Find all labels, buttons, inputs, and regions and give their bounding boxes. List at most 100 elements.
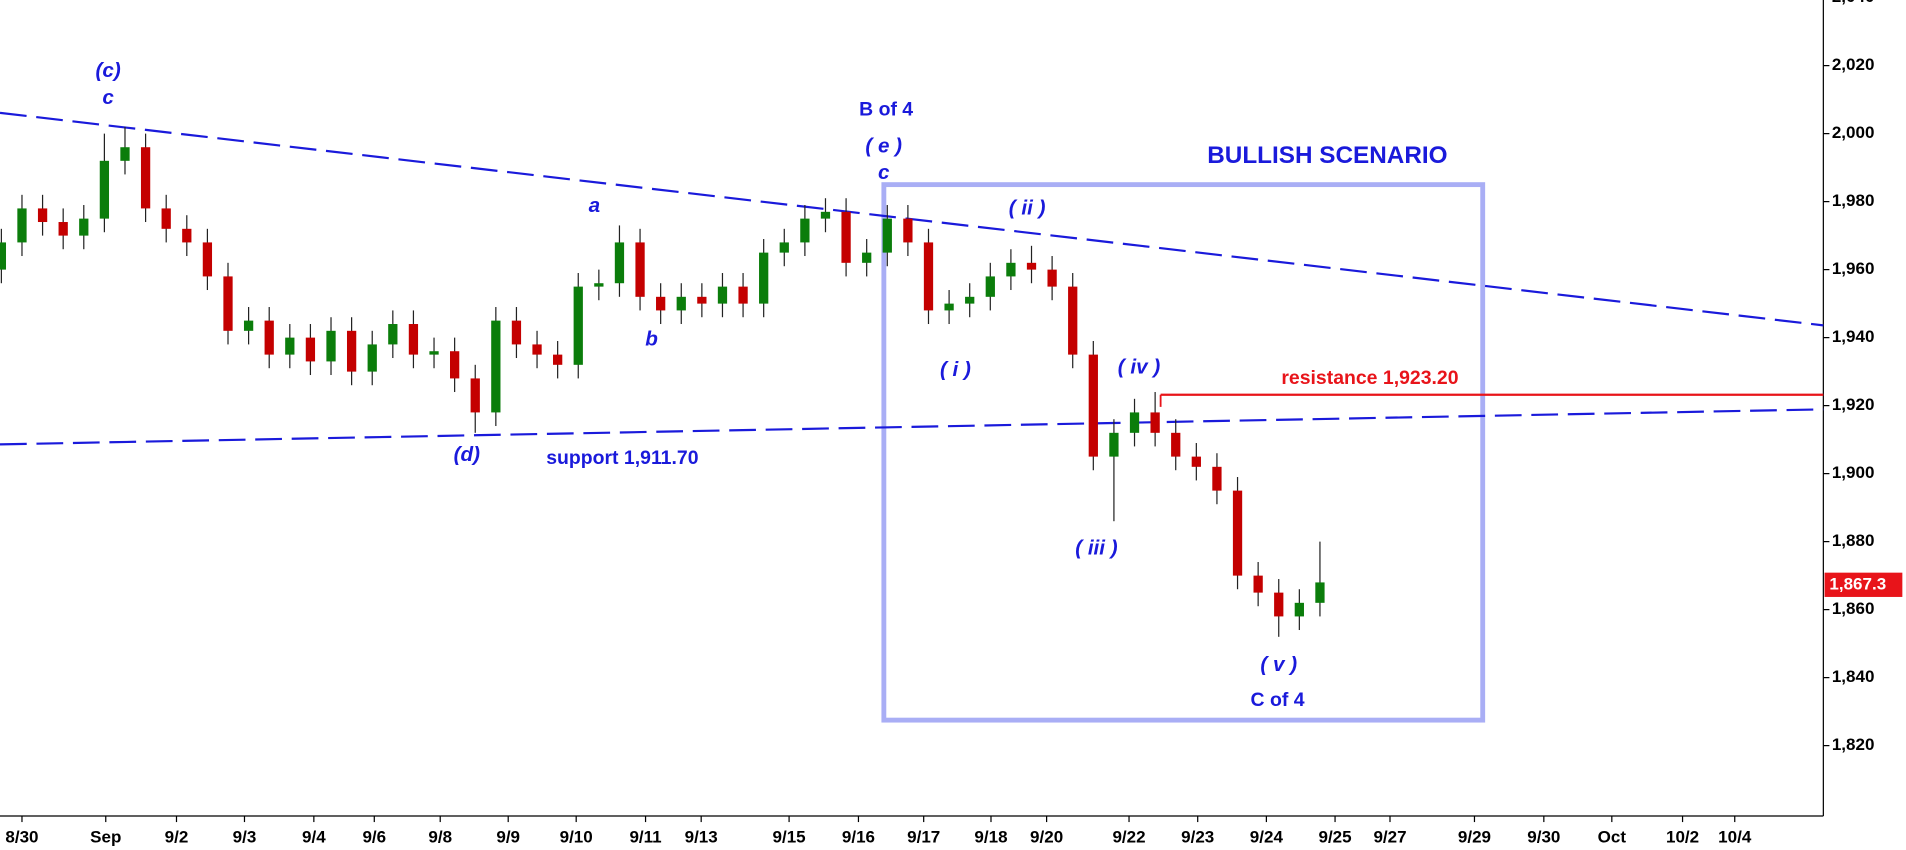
x-tick-label: 9/13	[685, 827, 718, 846]
x-tick-label: 9/4	[302, 827, 326, 846]
x-tick-label: 9/18	[974, 827, 1007, 846]
candle-body	[1109, 432, 1119, 457]
candle-body	[1026, 262, 1037, 270]
x-tick-label: 9/15	[773, 827, 806, 846]
candle-body	[697, 296, 707, 304]
candle-body	[0, 242, 7, 270]
x-tick-label: 9/6	[362, 827, 386, 846]
candle-body	[223, 276, 233, 331]
y-tick-label: 1,820	[1832, 735, 1875, 754]
scenario-label: BULLISH SCENARIO	[1207, 142, 1447, 169]
candle-body	[1171, 432, 1181, 457]
candle-body	[264, 320, 274, 355]
candle-body	[367, 344, 377, 372]
candle-body	[1068, 286, 1078, 355]
resistance-label: resistance 1,923.20	[1281, 367, 1458, 389]
candle-body	[161, 208, 171, 229]
candle-body	[491, 320, 501, 413]
y-tick-label: 1,880	[1832, 531, 1875, 550]
candle-body	[305, 337, 316, 362]
candle-body	[429, 351, 439, 355]
candle-body	[79, 218, 89, 236]
candle-body	[1294, 602, 1304, 617]
wave-label: c	[878, 161, 890, 184]
candle-body	[1315, 582, 1325, 603]
candle-body	[388, 324, 398, 345]
x-tick-label: Sep	[90, 827, 121, 846]
candle-body	[1129, 412, 1140, 433]
x-tick-label: 9/30	[1527, 827, 1560, 846]
x-tick-label: 9/3	[233, 827, 257, 846]
candle-body	[449, 351, 460, 379]
x-tick-label: 9/24	[1250, 827, 1284, 846]
candle-body	[120, 147, 130, 161]
candle-body	[326, 330, 336, 362]
candle-body	[1006, 262, 1016, 277]
y-tick-label: 2,040	[1832, 0, 1875, 6]
y-tick-label: 2,000	[1832, 123, 1875, 142]
candle-body	[841, 211, 851, 263]
candle-body	[656, 296, 666, 311]
candle-body	[635, 242, 645, 297]
x-tick-label: 9/23	[1181, 827, 1214, 846]
candle-body	[1047, 269, 1057, 287]
candle-body	[1150, 412, 1160, 433]
candle-body	[985, 276, 995, 297]
candle-body	[717, 286, 728, 304]
scenario-box	[881, 182, 1486, 723]
last-price-tag	[1824, 572, 1903, 597]
candle-body	[594, 283, 604, 287]
wave-label: ( v )	[1260, 653, 1297, 676]
candle-body	[779, 242, 789, 253]
y-tick-label: 1,940	[1832, 327, 1875, 346]
candle-body	[903, 218, 913, 243]
wave-label: ( iii )	[1075, 536, 1118, 559]
wave-note: C of 4	[1251, 689, 1305, 711]
wave-label: (d)	[454, 443, 480, 466]
candle-body	[99, 160, 110, 219]
y-tick-label: 1,920	[1832, 395, 1875, 414]
x-tick-label: 9/8	[428, 827, 452, 846]
wave-label: ( i )	[940, 358, 971, 381]
x-tick-label: 9/22	[1112, 827, 1145, 846]
candle-body	[553, 354, 563, 365]
candle-body	[202, 242, 213, 277]
x-tick-label: 9/16	[842, 827, 875, 846]
wave-label: ( iv )	[1118, 355, 1161, 378]
y-tick-label: 1,980	[1832, 191, 1875, 210]
wave-label: ( e )	[865, 134, 902, 157]
candle-body	[820, 211, 831, 219]
x-tick-label: 9/29	[1458, 827, 1491, 846]
candle-body	[408, 324, 419, 355]
trendline	[0, 408, 1824, 446]
wave-label: c	[102, 86, 114, 109]
wave-label: a	[589, 194, 600, 217]
y-tick-label: 1,900	[1832, 463, 1875, 482]
y-tick-label: 2,020	[1832, 55, 1875, 74]
x-tick-label: 9/10	[560, 827, 593, 846]
candle-body	[17, 208, 27, 243]
candle-body	[470, 378, 480, 413]
candle-body	[511, 320, 522, 345]
last-price-label: 1,867.3	[1829, 574, 1886, 593]
candle-body	[532, 344, 542, 355]
x-tick-label: 10/4	[1718, 827, 1752, 846]
x-tick-label: Oct	[1598, 827, 1627, 846]
candle-body	[923, 242, 934, 311]
candle-body	[676, 296, 686, 311]
candle-body	[862, 252, 872, 263]
candle-body	[346, 330, 357, 372]
candle-body	[759, 252, 769, 304]
candle-body	[882, 218, 892, 253]
candle-body	[738, 286, 748, 304]
x-tick-label: 9/2	[165, 827, 189, 846]
candle-body	[1212, 466, 1222, 491]
candle-body	[573, 286, 583, 365]
candle-body	[800, 218, 810, 243]
candle-body	[140, 147, 151, 209]
y-tick-label: 1,960	[1832, 259, 1875, 278]
x-tick-label: 9/17	[907, 827, 940, 846]
candle-body	[944, 303, 954, 311]
